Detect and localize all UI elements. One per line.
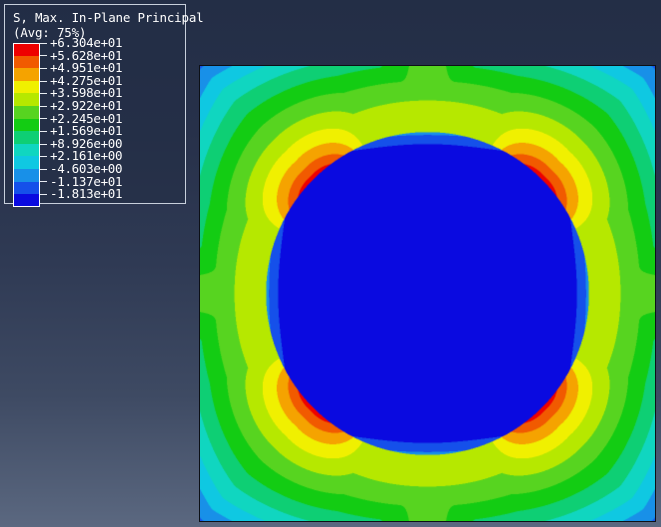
legend-value-label: +5.628e+01: [50, 47, 123, 63]
contour-plot-canvas[interactable]: [200, 66, 655, 521]
legend-entry[interactable]: -1.813e+01: [13, 188, 185, 207]
legend-tick-mark: [40, 156, 47, 158]
legend-value-label: +2.245e+01: [50, 110, 123, 126]
legend-entry[interactable]: +8.926e+00: [13, 137, 185, 157]
legend-value-label: +8.926e+00: [50, 135, 123, 151]
legend-entry[interactable]: +3.598e+01: [13, 87, 185, 106]
legend-color-swatch: [13, 131, 40, 144]
legend-entry[interactable]: -1.137e+01: [13, 175, 185, 195]
legend-entry[interactable]: -4.603e+00: [13, 162, 185, 182]
legend-entry[interactable]: +1.569e+01: [13, 125, 185, 144]
legend-value-label: +4.951e+01: [50, 60, 123, 76]
legend-value-label: +2.922e+01: [50, 97, 123, 113]
legend-entry[interactable]: +5.628e+01: [13, 49, 185, 69]
legend-tick-mark: [40, 168, 47, 170]
legend-color-swatch: [13, 55, 40, 69]
legend-entry[interactable]: +2.245e+01: [13, 112, 185, 132]
legend-color-swatch: [13, 105, 40, 119]
legend-color-swatch: [13, 168, 40, 182]
legend-entry[interactable]: +2.161e+00: [13, 150, 185, 169]
legend-value-label: -4.603e+00: [50, 160, 123, 176]
legend-color-swatch: [13, 181, 40, 195]
legend-tick-mark: [40, 181, 47, 183]
legend-tick-mark: [40, 67, 47, 69]
legend-tick-mark: [40, 118, 47, 120]
legend-color-swatch: [13, 43, 40, 56]
legend-color-swatch: [13, 194, 40, 207]
legend-color-swatch: [13, 68, 40, 81]
legend-color-swatch: [13, 156, 40, 169]
legend-tick-mark: [40, 105, 47, 107]
legend-value-label: +2.161e+00: [50, 148, 123, 164]
legend-value-label: -1.813e+01: [50, 186, 123, 202]
legend-tick-mark: [40, 55, 47, 57]
legend-entry[interactable]: +4.275e+01: [13, 74, 185, 94]
legend-tick-mark: [40, 143, 47, 145]
legend-value-label: -1.137e+01: [50, 173, 123, 189]
legend-tick-mark: [40, 42, 47, 44]
legend-value-label: +1.569e+01: [50, 123, 123, 139]
legend-subtitle: (Avg: 75%): [13, 25, 87, 40]
legend-tick-mark: [40, 130, 47, 132]
legend-entry[interactable]: +4.951e+01: [13, 62, 185, 81]
legend-tick-mark: [40, 193, 47, 195]
legend-title-block: S, Max. In-Plane Principal (Avg: 75%): [13, 10, 204, 40]
legend-value-label: +3.598e+01: [50, 85, 123, 101]
contour-legend-panel[interactable]: S, Max. In-Plane Principal (Avg: 75%) +6…: [4, 4, 204, 207]
legend-color-swatch: [13, 80, 40, 94]
legend-entries: +6.304e+01 +5.628e+01 +4.951e+01 +4.275e+01…: [13, 36, 185, 207]
legend-tick-mark: [40, 80, 47, 82]
contour-plot-frame[interactable]: [199, 65, 656, 522]
legend-color-swatch: [13, 118, 40, 132]
legend-value-label: +4.275e+01: [50, 72, 123, 88]
legend-value-label: +6.304e+01: [50, 35, 123, 50]
legend-entry[interactable]: +2.922e+01: [13, 99, 185, 119]
legend-entry[interactable]: +6.304e+01: [13, 36, 185, 56]
legend-title: S, Max. In-Plane Principal: [13, 10, 204, 25]
legend-color-swatch: [13, 93, 40, 106]
legend-color-swatch: [13, 143, 40, 157]
legend-tick-mark: [40, 93, 47, 95]
